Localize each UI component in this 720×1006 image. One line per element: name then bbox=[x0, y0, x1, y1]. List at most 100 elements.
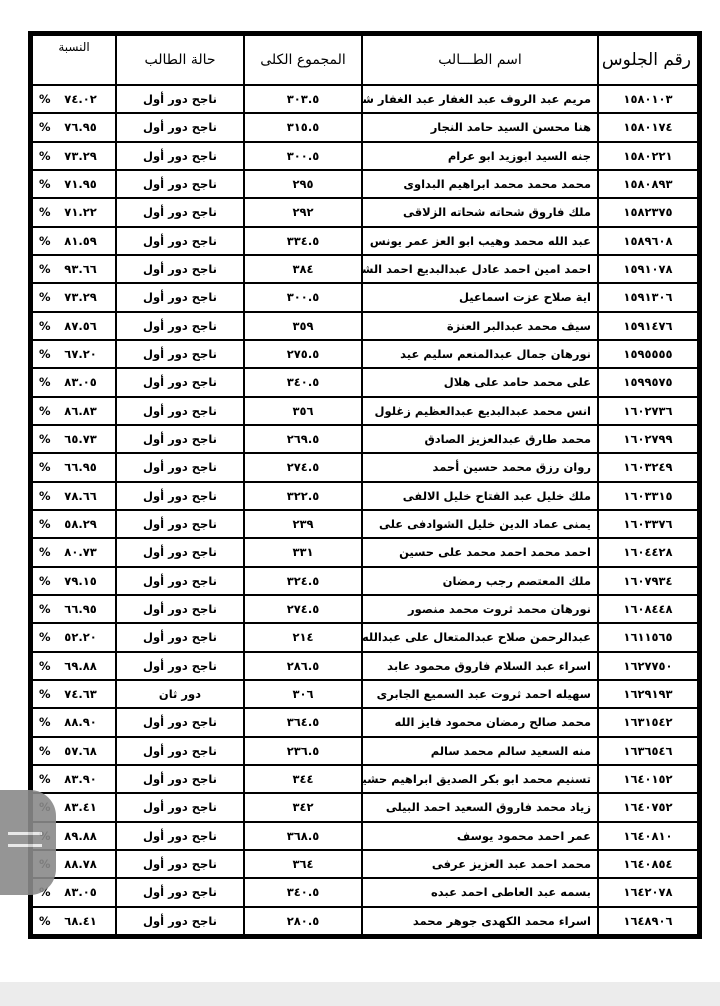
status-cell: ناجح دور أول bbox=[115, 792, 245, 823]
percent-sign: % bbox=[39, 375, 51, 390]
status-cell: ناجح دور أول bbox=[115, 367, 245, 398]
percent-sign: % bbox=[39, 233, 51, 248]
percentage-cell: % ٦٦.٩٥ bbox=[31, 452, 117, 483]
status-cell: ناجح دور أول bbox=[115, 282, 245, 313]
seat-number-cell: ١٥٨٠٢٢١ bbox=[597, 140, 699, 171]
percentage-value: ٧٩.١٥ bbox=[64, 573, 97, 588]
percent-sign: % bbox=[39, 885, 51, 900]
status-cell: ناجح دور أول bbox=[115, 480, 245, 511]
status-cell: ناجح دور أول bbox=[115, 622, 245, 653]
percentage-value: ٥٨.٢٩ bbox=[64, 517, 97, 532]
table-row: ١٦٠٢٧٩٩ محمد طارق عبدالعزيز الصادق ٢٦٩.٥ نا… bbox=[31, 423, 699, 455]
table-row: ١٦٠٧٩٣٤ ملك المعتصم رجب رمضان ٣٢٤.٥ ناجح دو… bbox=[31, 565, 699, 596]
seat-number-cell: ١٥٩١٣٠٦ bbox=[597, 282, 699, 313]
floating-menu-handle[interactable] bbox=[0, 790, 56, 895]
results-table: رقم الجلوس اسم الطـــالب المجموع الكلى ح… bbox=[31, 34, 699, 937]
status-cell: ناجح دور أول bbox=[115, 735, 245, 766]
student-name-cell: محمد احمد عبد العزيز عرفى bbox=[361, 848, 599, 880]
percent-sign: % bbox=[39, 488, 51, 503]
percent-sign: % bbox=[39, 687, 51, 702]
total-cell: ٣٤٠.٥ bbox=[243, 367, 363, 398]
seat-number-cell: ١٦٠٣٢٤٩ bbox=[597, 452, 699, 483]
status-cell: ناجح دور أول bbox=[115, 395, 245, 426]
percentage-cell: % ٦٦.٩٥ bbox=[31, 593, 117, 625]
student-name-cell: اية صلاح عزت اسماعيل bbox=[361, 282, 599, 313]
table-row: ١٦٤٠٧٥٢ زياد محمد فاروق السعيد احمد البيل… bbox=[31, 792, 699, 823]
percentage-cell: % ٨١.٥٩ bbox=[31, 225, 117, 256]
status-cell: ناجح دور أول bbox=[115, 707, 245, 738]
percent-sign: % bbox=[39, 262, 51, 277]
seat-number-cell: ١٦٠٨٤٤٨ bbox=[597, 593, 699, 625]
student-name-cell: محمد صالح رمضان محمود فايز الله bbox=[361, 707, 599, 738]
table-row: ١٦٠٣٣١٥ ملك خليل عبد الفتاح خليل الالفى ٣٢… bbox=[31, 480, 699, 511]
percent-sign: % bbox=[39, 545, 51, 560]
seat-number-cell: ١٦٠٤٤٢٨ bbox=[597, 537, 699, 568]
total-cell: ٣١٥.٥ bbox=[243, 112, 363, 143]
percent-sign: % bbox=[39, 148, 51, 163]
percent-sign: % bbox=[39, 772, 51, 787]
student-name-cell: ملك المعتصم رجب رمضان bbox=[361, 565, 599, 596]
seat-number-cell: ١٦٠٣٣١٥ bbox=[597, 480, 699, 511]
seat-number-cell: ١٦٤٢٠٧٨ bbox=[597, 877, 699, 908]
student-name-cell: ملك خليل عبد الفتاح خليل الالفى bbox=[361, 480, 599, 511]
status-cell: دور ثان bbox=[115, 678, 245, 710]
percentage-value: ٨٨.٧٨ bbox=[64, 857, 97, 872]
table-row: ١٥٩١٤٧٦ سيف محمد عبدالبر العنزة ٣٥٩ ناجح دو… bbox=[31, 310, 699, 341]
header-status: حالة الطالب bbox=[115, 34, 245, 86]
total-cell: ٣٤٠.٥ bbox=[243, 877, 363, 908]
percentage-cell: % ٧٣.٢٩ bbox=[31, 282, 117, 313]
percentage-cell: % ٦٨.٤١ bbox=[31, 905, 117, 937]
seat-number-cell: ١٥٩١٤٧٦ bbox=[597, 310, 699, 341]
percent-sign: % bbox=[39, 92, 51, 107]
total-cell: ٣٢٢.٥ bbox=[243, 480, 363, 511]
percentage-cell: % ٨٧.٥٦ bbox=[31, 310, 117, 341]
percentage-value: ٧١.٩٥ bbox=[64, 177, 97, 192]
table-row: ١٥٩١٣٠٦ اية صلاح عزت اسماعيل ٣٠٠.٥ ناجح دور… bbox=[31, 282, 699, 313]
percentage-cell: % ٨٦.٨٣ bbox=[31, 395, 117, 426]
percentage-value: ٦٥.٧٣ bbox=[64, 432, 97, 447]
table-row: ١٦٠٣٣٧٦ يمنى عماد الدين خليل الشوادفى على… bbox=[31, 508, 699, 540]
header-total: المجموع الكلى bbox=[243, 34, 363, 86]
percent-sign: % bbox=[39, 573, 51, 588]
seat-number-cell: ١٥٨٠١٧٤ bbox=[597, 112, 699, 143]
percentage-value: ٦٧.٢٠ bbox=[64, 347, 97, 362]
percentage-cell: % ٨٣.٠٥ bbox=[31, 367, 117, 398]
percentage-cell: % ٧٤.٠٢ bbox=[31, 83, 117, 115]
total-cell: ٣٥٦ bbox=[243, 395, 363, 426]
percentage-value: ٨٣.٩٠ bbox=[64, 772, 97, 787]
student-name-cell: مريم عبد الروف عبد الغفار عبد الغفار شو؛ bbox=[361, 83, 599, 115]
percentage-cell: % ٧٣.٢٩ bbox=[31, 140, 117, 171]
table-row: ١٦٢٩١٩٣ سهيله احمد ثروت عبد السميع الجابر… bbox=[31, 678, 699, 710]
percentage-cell: % ٧١.٩٥ bbox=[31, 168, 117, 200]
percent-sign: % bbox=[39, 347, 51, 362]
student-name-cell: روان رزق محمد حسين أحمد bbox=[361, 452, 599, 483]
percentage-value: ٦٨.٤١ bbox=[64, 913, 97, 928]
percentage-cell: % ٦٩.٨٨ bbox=[31, 650, 117, 681]
seat-number-cell: ١٦٤٠٨٥٤ bbox=[597, 848, 699, 880]
percentage-value: ٥٧.٦٨ bbox=[64, 743, 97, 758]
percentage-cell: % ٧١.٢٢ bbox=[31, 197, 117, 228]
total-cell: ٢٧٤.٥ bbox=[243, 452, 363, 483]
percentage-value: ٥٢.٢٠ bbox=[64, 630, 97, 645]
student-name-cell: احمد محمد احمد محمد على حسين bbox=[361, 537, 599, 568]
student-name-cell: عمر احمد محمود يوسف bbox=[361, 820, 599, 851]
seat-number-cell: ١٦٤٠٧٥٢ bbox=[597, 792, 699, 823]
status-cell: ناجح دور أول bbox=[115, 537, 245, 568]
seat-number-cell: ١٦٤٠١٥٢ bbox=[597, 763, 699, 795]
percent-sign: % bbox=[39, 743, 51, 758]
status-cell: ناجح دور أول bbox=[115, 565, 245, 596]
status-cell: ناجح دور أول bbox=[115, 650, 245, 681]
total-cell: ٢٧٥.٥ bbox=[243, 338, 363, 370]
status-cell: ناجح دور أول bbox=[115, 253, 245, 285]
student-name-cell: نورهان محمد ثروت محمد منصور bbox=[361, 593, 599, 625]
table-row: ١٥٩٩٥٧٥ على محمد حامد على هلال ٣٤٠.٥ ناجح د… bbox=[31, 367, 699, 398]
percentage-cell: % ٥٢.٢٠ bbox=[31, 622, 117, 653]
percentage-value: ٨٦.٨٣ bbox=[64, 403, 97, 418]
seat-number-cell: ١٦٤٠٨١٠ bbox=[597, 820, 699, 851]
seat-number-cell: ١٦٣٦٥٤٦ bbox=[597, 735, 699, 766]
percentage-cell: % ٦٥.٧٣ bbox=[31, 423, 117, 455]
total-cell: ٣٠٦ bbox=[243, 678, 363, 710]
student-name-cell: عبدالرحمن صلاح عبدالمتعال على عبدالله bbox=[361, 622, 599, 653]
seat-number-cell: ١٥٩١٠٧٨ bbox=[597, 253, 699, 285]
student-name-cell: اسراء عبد السلام فاروق محمود عابد bbox=[361, 650, 599, 681]
